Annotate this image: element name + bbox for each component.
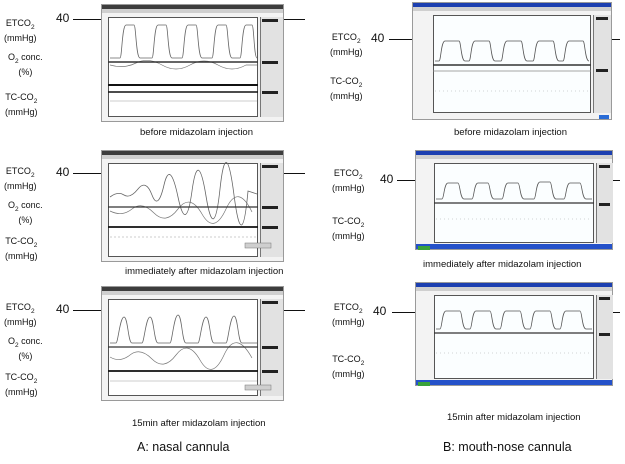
panel-caption: 15min after midazolam injection <box>132 418 266 429</box>
o2-trace <box>109 342 253 370</box>
etco2-label: ETCO2 (mmHg) <box>332 168 365 194</box>
window-title-bar <box>102 287 283 291</box>
tcco2-label: TC-CO2 (mmHg) <box>332 354 365 380</box>
etco2-trace <box>436 310 592 330</box>
value-readout <box>599 203 610 206</box>
value-readout <box>262 19 278 22</box>
monitor-screenshot <box>412 2 612 120</box>
panel-caption: before midazolam injection <box>454 127 568 138</box>
o2-conc-label: O2 conc. (%) <box>8 200 43 226</box>
monitor-screenshot <box>101 4 284 122</box>
value-side-panel <box>260 163 283 257</box>
etco2-label: ETCO2 (mmHg) <box>4 18 37 44</box>
value-readout <box>262 165 278 168</box>
tcco2-label: TC-CO2 (mmHg) <box>5 372 38 398</box>
value-readout <box>262 370 278 373</box>
monitor-screenshot <box>415 282 613 386</box>
trend-traces <box>108 19 278 102</box>
panel-caption: immediately after midazolam injection <box>125 266 284 277</box>
value-readout <box>262 61 278 64</box>
trend-traces <box>418 165 610 250</box>
etco2-trace <box>110 24 258 59</box>
etco2-trace <box>436 181 592 200</box>
etco2-trace <box>110 314 257 344</box>
reference-value-40: 40 <box>56 11 70 25</box>
window-menu-bar <box>102 291 283 295</box>
o2-trace <box>109 196 253 224</box>
reference-value-40: 40 <box>56 302 70 316</box>
window-title-bar <box>102 5 283 9</box>
o2-conc-label: O2 conc. (%) <box>8 52 43 78</box>
windows-taskbar <box>416 380 612 385</box>
monitor-screenshot <box>101 150 284 262</box>
start-button <box>418 382 430 386</box>
tcco2-label: TC-CO2 (mmHg) <box>5 92 38 118</box>
window-title-bar <box>416 151 612 155</box>
window-menu-bar <box>416 287 612 291</box>
tcco2-label: TC-CO2 (mmHg) <box>5 236 38 262</box>
status-box <box>244 242 272 249</box>
status-box <box>599 115 609 119</box>
reference-value-40: 40 <box>380 172 394 186</box>
window-menu-bar <box>413 7 611 11</box>
window-title-bar <box>416 283 612 287</box>
o2-trace <box>109 60 257 70</box>
o2-conc-label: O2 conc. (%) <box>8 336 43 362</box>
reference-value-40: 40 <box>373 304 387 318</box>
window-title-bar <box>413 3 611 7</box>
value-readout <box>262 226 278 229</box>
monitor-screenshot <box>415 150 613 250</box>
value-readout <box>262 301 278 304</box>
windows-taskbar <box>416 244 612 249</box>
etco2-label: ETCO2 (mmHg) <box>4 302 37 328</box>
column-caption-a: A: nasal cannula <box>137 440 230 454</box>
trend-traces <box>108 162 278 249</box>
trend-plot-area <box>433 15 591 113</box>
reference-value-40: 40 <box>56 165 70 179</box>
value-readout <box>262 206 278 209</box>
trend-plot-area <box>108 163 258 257</box>
trend-plot-area <box>108 17 258 117</box>
etco2-label: ETCO2 (mmHg) <box>330 32 363 58</box>
value-side-panel <box>593 15 611 113</box>
value-readout <box>599 297 610 300</box>
etco2-trace <box>435 40 590 62</box>
tcco2-label: TC-CO2 (mmHg) <box>330 76 363 102</box>
column-caption-b: B: mouth-nose cannula <box>443 440 572 454</box>
start-button <box>418 246 430 250</box>
etco2-label: ETCO2 (mmHg) <box>332 302 365 328</box>
tcco2-label: TC-CO2 (mmHg) <box>332 216 365 242</box>
trend-traces <box>108 301 278 391</box>
window-menu-bar <box>416 155 612 159</box>
monitor-screenshot <box>101 286 284 401</box>
status-box <box>244 384 272 391</box>
panel-caption: 15min after midazolam injection <box>447 412 581 423</box>
value-readout <box>262 91 278 94</box>
etco2-trace <box>109 162 258 226</box>
value-readout <box>596 69 608 72</box>
value-readout <box>262 346 278 349</box>
value-readout <box>599 333 610 336</box>
trend-traces <box>418 297 610 386</box>
trend-traces <box>433 17 609 119</box>
trend-plot-area <box>434 295 594 379</box>
etco2-label: ETCO2 (mmHg) <box>4 166 37 192</box>
window-menu-bar <box>102 9 283 13</box>
value-readout <box>599 165 610 168</box>
window-title-bar <box>102 151 283 155</box>
window-menu-bar <box>102 155 283 159</box>
value-readout <box>596 17 608 20</box>
value-side-panel <box>596 295 613 379</box>
panel-caption: immediately after midazolam injection <box>423 259 582 270</box>
panel-caption: before midazolam injection <box>140 127 254 138</box>
reference-value-40: 40 <box>371 31 385 45</box>
